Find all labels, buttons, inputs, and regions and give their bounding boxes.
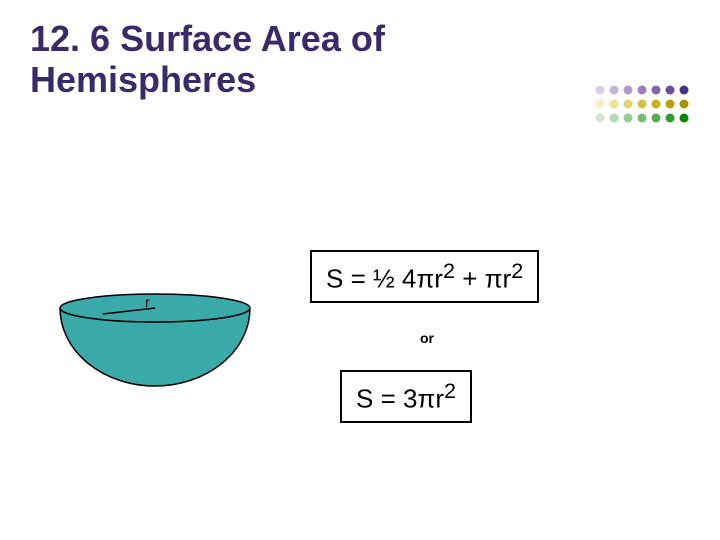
formula1-sup1: 2 [443, 258, 455, 283]
formula-box-1: S = ½ 4πr2 + πr2 [310, 250, 539, 303]
formula-box-2: S = 3πr2 [340, 370, 472, 423]
decorative-dots-icon [590, 80, 710, 140]
hemisphere-figure [55, 288, 255, 408]
title-line-2: Hemispheres [30, 59, 256, 100]
page-title: 12. 6 Surface Area of Hemispheres [30, 18, 385, 101]
radius-label: r [145, 294, 150, 310]
formula1-part1: S = ½ 4πr [326, 264, 443, 294]
title-line-1: 12. 6 Surface Area of [30, 18, 385, 59]
or-text: or [420, 330, 434, 346]
formula2-sup: 2 [444, 378, 456, 403]
formula1-sup2: 2 [511, 258, 523, 283]
formula1-part2: + πr [455, 264, 511, 294]
formula2-part1: S = 3πr [356, 384, 444, 414]
